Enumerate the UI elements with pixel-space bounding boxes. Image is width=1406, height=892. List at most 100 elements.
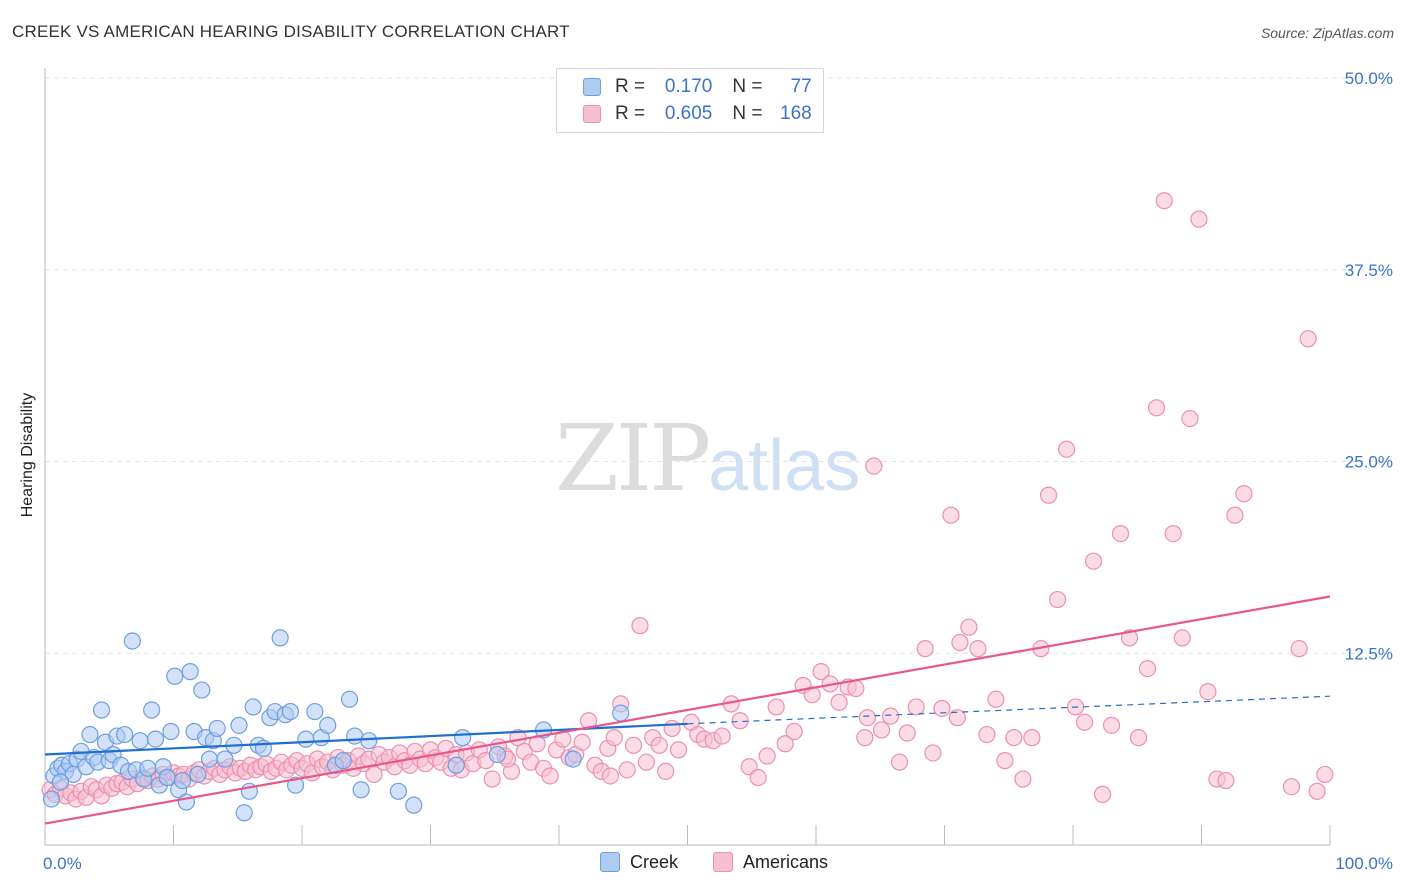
americans-point xyxy=(1217,771,1235,790)
americans-point xyxy=(969,640,987,658)
creek-point xyxy=(297,730,315,748)
americans-point xyxy=(1173,629,1191,647)
creek-trend-extension xyxy=(687,695,1331,725)
creek-legend-swatch xyxy=(600,852,620,872)
americans-point xyxy=(1048,590,1067,609)
americans-point xyxy=(749,768,767,787)
creek-point xyxy=(454,729,472,747)
americans-point xyxy=(1181,409,1199,428)
americans-point xyxy=(1057,440,1076,458)
creek-point xyxy=(193,681,211,699)
americans-point xyxy=(996,752,1014,770)
americans-point xyxy=(1190,210,1208,228)
americans-point xyxy=(785,722,803,741)
americans-swatch xyxy=(583,105,601,123)
americans-point xyxy=(916,640,934,658)
creek-point xyxy=(162,722,180,741)
creek-point xyxy=(340,690,359,708)
americans-point xyxy=(898,724,916,742)
americans-point xyxy=(812,663,830,681)
americans-point xyxy=(1299,330,1317,348)
x-tick-label-max: 100.0% xyxy=(1335,854,1393,873)
americans-point xyxy=(951,633,969,652)
americans-point xyxy=(483,770,501,788)
americans-point xyxy=(650,736,668,754)
americans-point xyxy=(1226,506,1244,524)
creek-point xyxy=(488,745,506,764)
creek-point xyxy=(271,629,289,647)
creek-point xyxy=(51,773,70,791)
americans-point xyxy=(1282,778,1301,796)
americans-point xyxy=(1093,785,1112,803)
y-tick-label: 37.5% xyxy=(1345,261,1393,280)
watermark-zip: ZIP xyxy=(555,405,711,512)
creek-point xyxy=(360,732,378,750)
americans-point xyxy=(890,753,909,771)
americans-point xyxy=(767,698,785,716)
creek-n-label: N = xyxy=(732,76,768,97)
americans-point xyxy=(663,719,681,738)
americans-point xyxy=(1120,629,1139,647)
americans-point xyxy=(942,506,960,524)
americans-point xyxy=(924,744,942,762)
americans-point xyxy=(856,729,874,747)
americans-r-value: 0.605 xyxy=(664,103,713,124)
americans-n-label: N = xyxy=(732,103,768,124)
watermark-atlas: atlas xyxy=(708,426,861,506)
creek-r-value: 0.170 xyxy=(664,76,713,97)
creek-swatch xyxy=(583,78,601,96)
americans-point xyxy=(758,747,776,765)
creek-point xyxy=(131,732,149,750)
creek-point xyxy=(158,768,176,787)
americans-point xyxy=(948,709,966,727)
bottom-legend-creek: Creek xyxy=(600,852,678,873)
creek-point xyxy=(286,776,305,794)
creek-point xyxy=(281,702,300,721)
creek-point xyxy=(244,698,262,716)
americans-point xyxy=(1308,782,1326,800)
americans-point xyxy=(1014,770,1032,788)
creek-point xyxy=(612,704,630,722)
creek-point xyxy=(216,750,234,768)
americans-point xyxy=(1138,659,1157,678)
americans-point xyxy=(830,693,848,711)
americans-point xyxy=(1199,682,1217,701)
bottom-legend-americans: Americans xyxy=(713,852,828,873)
americans-point xyxy=(669,741,688,759)
americans-point xyxy=(872,721,891,739)
creek-point xyxy=(447,756,465,774)
americans-point xyxy=(1316,765,1334,784)
americans-point xyxy=(858,709,877,727)
americans-point xyxy=(803,686,821,704)
watermark: ZIPatlas xyxy=(555,405,860,512)
americans-point xyxy=(657,762,675,780)
americans-legend-swatch xyxy=(713,852,733,872)
americans-point xyxy=(1235,485,1253,503)
creek-point xyxy=(405,796,423,814)
americans-point xyxy=(907,698,925,716)
americans-r-label: R = xyxy=(615,103,651,124)
americans-point xyxy=(776,735,794,753)
americans-trend-line xyxy=(44,595,1331,825)
americans-point xyxy=(1023,729,1041,747)
americans-point xyxy=(1039,486,1058,504)
creek-point xyxy=(173,771,192,790)
americans-point xyxy=(618,761,636,779)
americans-point xyxy=(865,457,883,475)
americans-legend-label: Americans xyxy=(743,852,829,872)
creek-point xyxy=(230,716,248,734)
creek-point xyxy=(200,750,219,768)
creek-point xyxy=(139,759,157,777)
americans-point xyxy=(1005,729,1023,747)
creek-point xyxy=(181,663,199,681)
americans-point xyxy=(978,725,996,744)
y-tick-label: 25.0% xyxy=(1345,453,1393,472)
creek-point xyxy=(92,701,111,719)
americans-point xyxy=(1290,640,1308,658)
y-tick-label: 50.0% xyxy=(1345,69,1393,88)
creek-legend-label: Creek xyxy=(630,852,679,872)
americans-point xyxy=(573,733,591,751)
creek-point xyxy=(319,716,337,734)
americans-point xyxy=(881,707,900,725)
